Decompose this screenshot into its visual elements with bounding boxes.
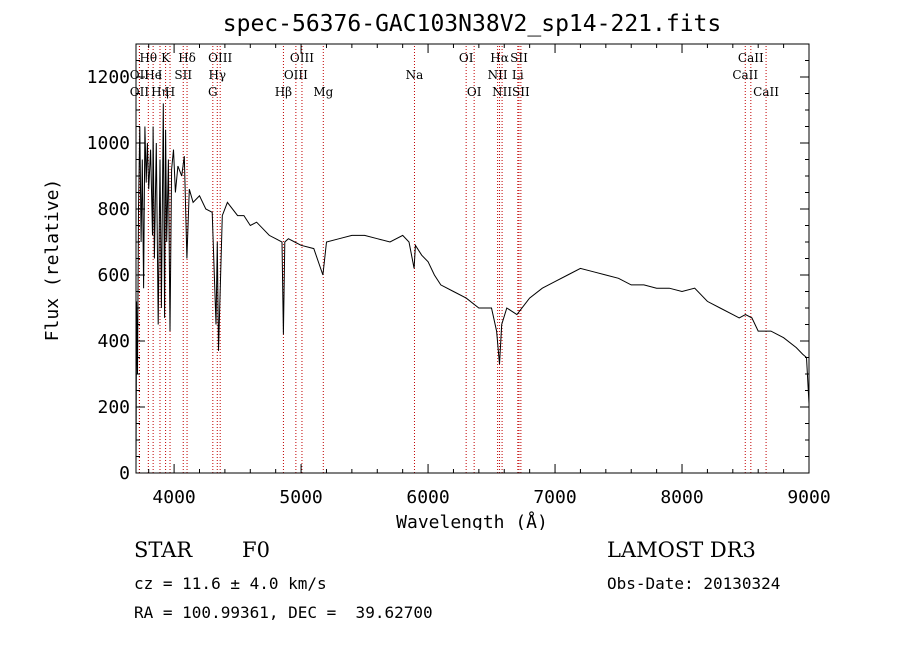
spectral-line-label: Hθ [139,51,157,65]
spectral-line-label: Hδ [178,51,196,65]
spectral-line-label: OI [459,51,474,65]
spectral-line-label: OII [130,85,150,99]
plot-frame [135,43,810,474]
spectral-line-label: Hβ [275,85,292,99]
y-tick-label: 1000 [87,133,130,154]
spectral-line-markers [138,46,767,473]
y-axis-label: Flux (relative) [42,179,63,342]
x-axis-ticks: 4000 5000 6000 7000 8000 9000 [148,44,831,508]
spectral-line-label: K [161,51,171,65]
spectral-line-label: NII [492,85,512,99]
spectral-line-label: CaII [732,68,758,82]
redshift-cz: cz = 11.6 ± 4.0 km/s [134,574,327,593]
spectrum-chart: spec-56376-GAC103N38V2_sp14-221.fits Hθ O… [42,11,831,530]
spectral-line-label: NII [488,68,508,82]
x-tick-label: 8000 [660,487,703,508]
spectral-line-label: OIII [208,51,232,65]
spectral-line-label: H [165,85,175,99]
spectral-line-label: OI [467,85,482,99]
y-tick-label: 800 [97,199,130,220]
spectral-line-label: G [208,85,218,99]
spectral-line-label: Hη [151,85,169,99]
x-tick-label: 4000 [152,487,195,508]
spectral-line-label: Hα [490,51,509,65]
spectral-line-label: OIII [290,51,314,65]
spectral-line-label: Na [406,68,424,82]
y-tick-label: 0 [119,463,130,484]
spectral-line-label: He [144,68,162,82]
y-tick-label: 400 [97,331,130,352]
spectral-line-label: Li [512,68,524,82]
chart-title: spec-56376-GAC103N38V2_sp14-221.fits [223,11,722,37]
ra-dec-coordinates: RA = 100.99361, DEC = 39.62700 [134,603,433,622]
observation-date: Obs-Date: 20130324 [607,574,781,593]
y-tick-label: 600 [97,265,130,286]
spectral-line-label: CaII [753,85,779,99]
y-tick-label: 200 [97,397,130,418]
spectral-line-label: I [158,68,163,82]
spectrum-line [135,103,810,470]
object-class: STAR [134,538,193,562]
spectral-line-label: OIII [284,68,308,82]
y-axis-ticks: 0 200 400 600 800 1000 1200 [87,60,809,484]
spectral-line-label: OII [130,68,150,82]
survey-name: LAMOST DR3 [607,538,756,562]
spectral-line-label: SII [512,85,530,99]
spectral-line-label: Hγ [208,68,226,82]
x-tick-label: 7000 [533,487,576,508]
x-axis-label: Wavelength (Å) [396,511,548,530]
spectral-line-label: CaII [738,51,764,65]
y-tick-label: 1200 [87,67,130,88]
spectral-line-label: Mg [313,85,333,99]
x-tick-label: 5000 [279,487,322,508]
x-tick-label: 6000 [406,487,449,508]
spectral-line-label: SII [510,51,528,65]
x-tick-label: 9000 [787,487,830,508]
object-subclass: F0 [242,538,270,562]
spectral-line-label: SII [174,68,192,82]
